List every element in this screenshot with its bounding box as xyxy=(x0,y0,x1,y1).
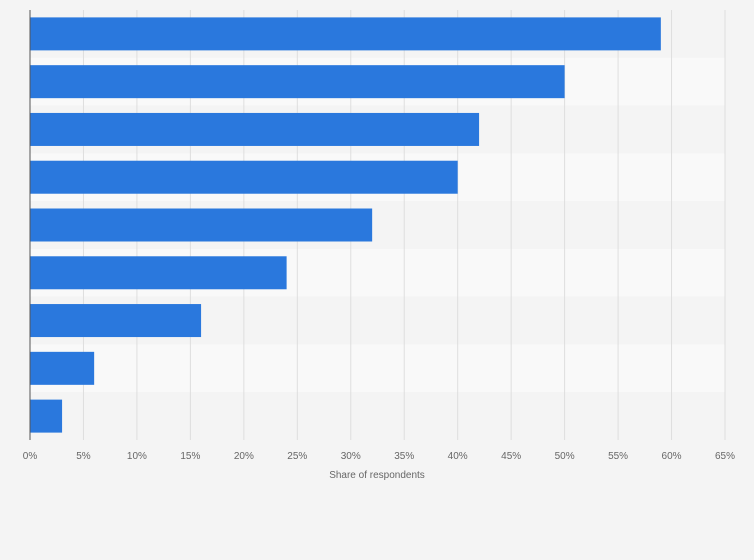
bar[interactable] xyxy=(30,351,95,385)
x-tick-label: 55% xyxy=(608,451,628,462)
bar[interactable] xyxy=(30,399,63,433)
row-band xyxy=(30,392,725,440)
row-band xyxy=(30,344,725,393)
bars xyxy=(30,17,661,433)
x-tick-label: 45% xyxy=(501,451,521,462)
x-tick-label: 40% xyxy=(448,451,468,462)
x-tick-label: 60% xyxy=(662,451,682,462)
x-tick-label: 5% xyxy=(76,451,91,462)
x-tick-label: 10% xyxy=(127,451,147,462)
x-tick-label: 20% xyxy=(234,451,254,462)
x-tick-label: 35% xyxy=(394,451,414,462)
x-tick-label: 0% xyxy=(23,451,38,462)
x-tick-labels: 0% 5% 10% 15% 20% 25% 30% 35% 40% 45% 50% 55% 60% 65% xyxy=(23,451,735,462)
x-tick-label: 25% xyxy=(287,451,307,462)
x-tick-label: 65% xyxy=(715,451,735,462)
x-tick-label: 15% xyxy=(180,451,200,462)
bar[interactable] xyxy=(30,65,565,99)
bar[interactable] xyxy=(30,160,458,194)
bar[interactable] xyxy=(30,112,480,146)
bar[interactable] xyxy=(30,17,661,51)
bar[interactable] xyxy=(30,256,287,290)
x-axis-title: Share of respondents xyxy=(329,470,425,481)
x-tick-label: 50% xyxy=(555,451,575,462)
bar[interactable] xyxy=(30,304,202,338)
x-tick-label: 30% xyxy=(341,451,361,462)
bar[interactable] xyxy=(30,208,373,242)
